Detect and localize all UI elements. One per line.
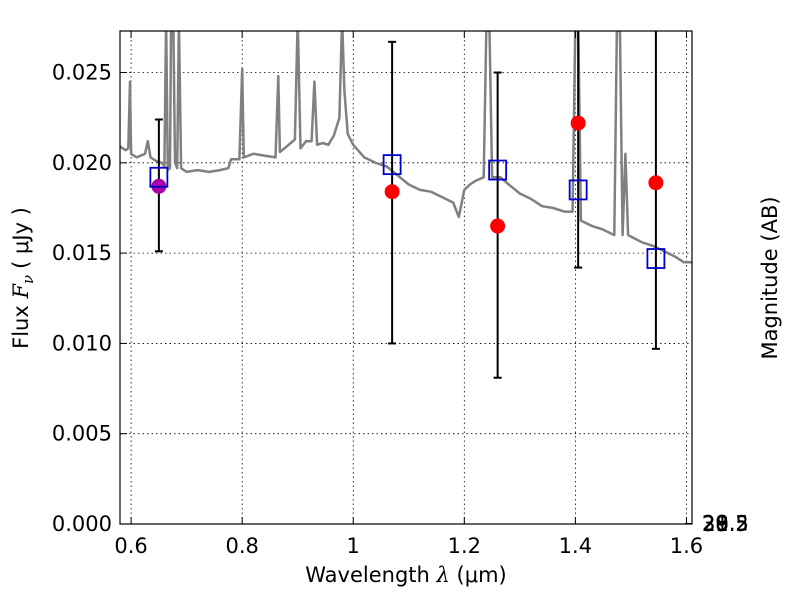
y-tick-label: 0.025 [52, 61, 112, 85]
model-photometry-square [646, 248, 666, 269]
model-photometry-square [568, 179, 588, 201]
plot-frame [119, 30, 693, 525]
tick-labels: 0.6 0.8 1 1.2 1.4 1.6 0.000 0.005 0.010 0.015 0.02… [52, 61, 749, 558]
x-axis-label: Wavelength λ (μm) [305, 563, 506, 587]
x-tick-label: 1.6 [670, 534, 703, 558]
model-photometry-square [488, 159, 508, 181]
x-tick-label: 1 [347, 534, 360, 558]
model-spectrum-line [120, 31, 692, 264]
y2-tick-label: 30 [702, 512, 729, 536]
observed-flux-point [490, 218, 506, 234]
y-tick-label: 0.020 [52, 151, 112, 175]
y2-tick-label: 28.5 [702, 512, 749, 536]
x-tick-label: 1.4 [559, 534, 592, 558]
y-tick-label: 0.000 [52, 512, 112, 536]
observed-flux-point [384, 184, 400, 200]
y2-tick-label: 28 [702, 512, 729, 536]
y-tick-label: 0.010 [52, 331, 112, 355]
x-tick-label: 0.8 [225, 534, 258, 558]
x-tick-label: 1.2 [448, 534, 481, 558]
observed-flux-point [570, 115, 586, 131]
x-tick-label: 0.6 [114, 534, 147, 558]
y-axis-label: Flux Fν( μJy ) [9, 207, 37, 349]
y-tick-label: 0.005 [52, 422, 112, 446]
y2-tick-label: 29 [702, 512, 729, 536]
y2-tick-label: 28.2 [702, 512, 749, 536]
y-tick-label: 0.015 [52, 241, 112, 265]
plot-background [120, 31, 692, 524]
model-photometry-square [149, 166, 169, 188]
observed-flux-point [648, 175, 664, 191]
model-photometry-square [382, 154, 402, 176]
y2-tick-label: 31 [702, 512, 729, 536]
points-layer [149, 115, 666, 269]
y2-tick-label: 29.5 [702, 512, 749, 536]
model-spectrum-layer [120, 31, 692, 264]
y2-axis-label: Magnitude (AB) [758, 196, 782, 359]
